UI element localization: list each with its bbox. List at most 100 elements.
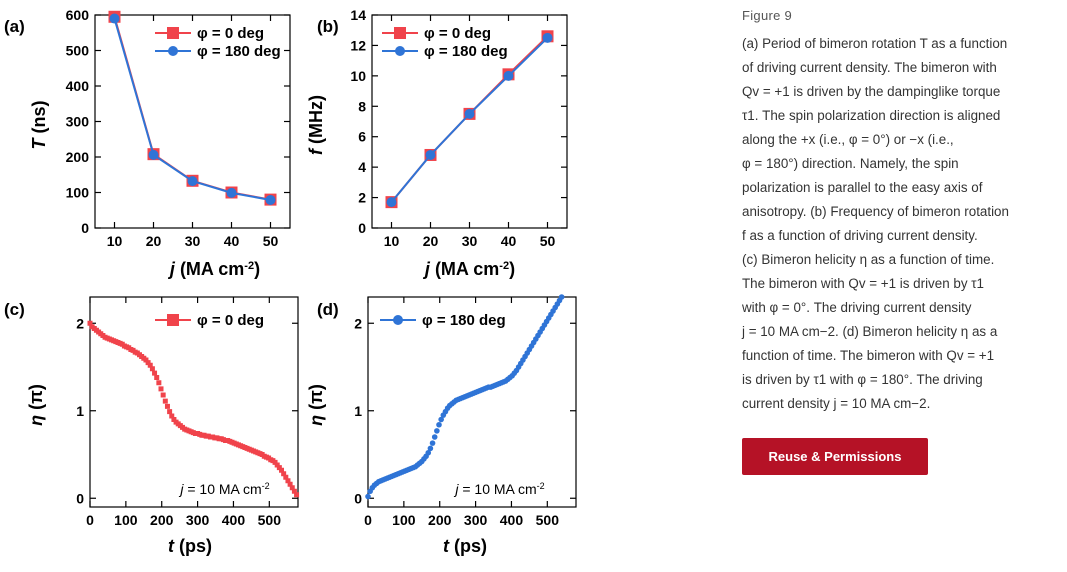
legend-label: φ = 0 deg <box>197 25 264 42</box>
data-point <box>291 488 297 494</box>
y-tick-label: 1 <box>354 403 362 419</box>
legend-marker <box>395 46 405 56</box>
y-tick-label: 300 <box>66 114 90 130</box>
caption-line: of driving current density. The bimeron … <box>742 60 997 75</box>
reuse-permissions-button[interactable]: Reuse & Permissions <box>742 438 928 475</box>
panel-d-axes: 0 100 200 300 400 500 0 1 2 <box>354 297 576 528</box>
data-point <box>148 149 159 160</box>
data-point <box>145 360 151 366</box>
x-tick-label: 30 <box>185 233 201 249</box>
y-tick-label: 1 <box>76 403 84 419</box>
data-point <box>226 187 237 198</box>
y-tick-label: 100 <box>66 185 90 201</box>
x-tick-label: 400 <box>222 512 246 528</box>
data-point <box>386 197 397 208</box>
data-point <box>283 474 289 480</box>
x-tick-label: 300 <box>464 512 488 528</box>
x-tick-label: 40 <box>224 233 240 249</box>
panel-c-series: φ = 0 deg <box>87 312 300 498</box>
data-point <box>294 492 300 498</box>
panel-d-frame <box>367 296 577 508</box>
legend-label: φ = 0 deg <box>424 25 491 42</box>
caption-line: τ1. The spin polarization direction is a… <box>742 108 1001 123</box>
y-tick-label: 2 <box>76 315 84 331</box>
x-tick-label: 100 <box>392 512 416 528</box>
data-point <box>169 413 175 419</box>
caption-line: (c) Bimeron helicity η as a function of … <box>742 252 995 267</box>
x-tick-label: 200 <box>150 512 174 528</box>
x-tick-label: 400 <box>500 512 524 528</box>
data-point <box>276 465 282 471</box>
data-point <box>164 403 170 409</box>
data-point <box>152 370 158 376</box>
panel-c-frame <box>89 296 299 508</box>
data-point <box>274 462 280 468</box>
x-tick-label: 30 <box>462 233 478 249</box>
panel-a-label: (a) <box>4 17 25 36</box>
caption-line: with φ = 0°. The driving current density <box>742 300 972 315</box>
y-tick-label: 0 <box>358 220 366 236</box>
data-point <box>503 70 514 81</box>
panel-b-label: (b) <box>317 17 339 36</box>
data-point <box>281 471 287 477</box>
y-tick-label: 500 <box>66 43 90 59</box>
legend-marker <box>167 27 179 39</box>
panel-d-xlabel: t (ps) <box>443 536 487 556</box>
x-tick-label: 10 <box>384 233 400 249</box>
legend-marker <box>167 314 179 326</box>
y-tick-label: 12 <box>350 37 366 53</box>
data-point <box>289 485 295 491</box>
legend-marker <box>394 27 406 39</box>
x-tick-label: 500 <box>258 512 282 528</box>
y-tick-label: 14 <box>350 7 366 23</box>
caption-line: anisotropy. (b) Frequency of bimeron rot… <box>742 204 1009 219</box>
data-point <box>109 13 120 24</box>
data-point <box>429 440 436 446</box>
figure-label: Figure 9 <box>742 8 793 23</box>
panel-c-ylabel: η (π) <box>26 384 46 426</box>
y-tick-label: 2 <box>354 315 362 331</box>
caption-line: φ = 180°) direction. Namely, the spin <box>742 156 959 171</box>
data-point <box>272 459 278 465</box>
data-point <box>287 481 293 487</box>
panel-c-label: (c) <box>4 300 25 319</box>
panel-b-ylabel: f (MHz) <box>306 95 326 155</box>
panel-d: (d) 0 100 200 300 400 500 0 1 2 φ = 180 deg t (p… <box>306 294 577 556</box>
y-tick-label: 0 <box>354 490 362 506</box>
y-tick-label: 10 <box>350 68 366 84</box>
x-tick-label: 20 <box>146 233 162 249</box>
y-tick-label: 2 <box>358 190 366 206</box>
panel-c-axes: 0 100 200 300 400 500 0 1 2 <box>76 297 298 528</box>
x-tick-label: 20 <box>423 233 439 249</box>
data-point <box>158 386 164 392</box>
data-point <box>438 416 444 423</box>
data-point <box>171 417 177 422</box>
data-point <box>542 32 553 43</box>
caption-line: current density j = 10 MA cm−2. <box>742 396 931 411</box>
y-tick-label: 600 <box>66 7 90 23</box>
data-point <box>265 194 276 205</box>
data-point <box>425 449 432 456</box>
data-point <box>143 357 149 363</box>
data-point <box>436 421 442 428</box>
panel-d-series: φ = 180 deg <box>365 294 565 500</box>
data-point <box>558 294 565 300</box>
data-point <box>160 392 166 398</box>
x-tick-label: 0 <box>364 512 372 528</box>
caption-line: is driven by τ1 with φ = 180°. The drivi… <box>742 372 983 387</box>
caption-line: f as a function of driving current densi… <box>742 228 978 243</box>
data-point <box>431 434 438 440</box>
data-point <box>434 428 440 434</box>
panel-a-ylabel: T (ns) <box>29 100 49 149</box>
y-tick-label: 6 <box>358 129 366 145</box>
series-line <box>390 37 549 203</box>
panel-c: (c) 0 100 200 300 400 500 0 1 2 φ = 0 deg t (ps)… <box>4 296 300 556</box>
data-point <box>425 149 436 160</box>
legend-label: φ = 0 deg <box>197 312 264 329</box>
legend-label: φ = 180 deg <box>424 43 508 60</box>
y-tick-label: 200 <box>66 149 90 165</box>
